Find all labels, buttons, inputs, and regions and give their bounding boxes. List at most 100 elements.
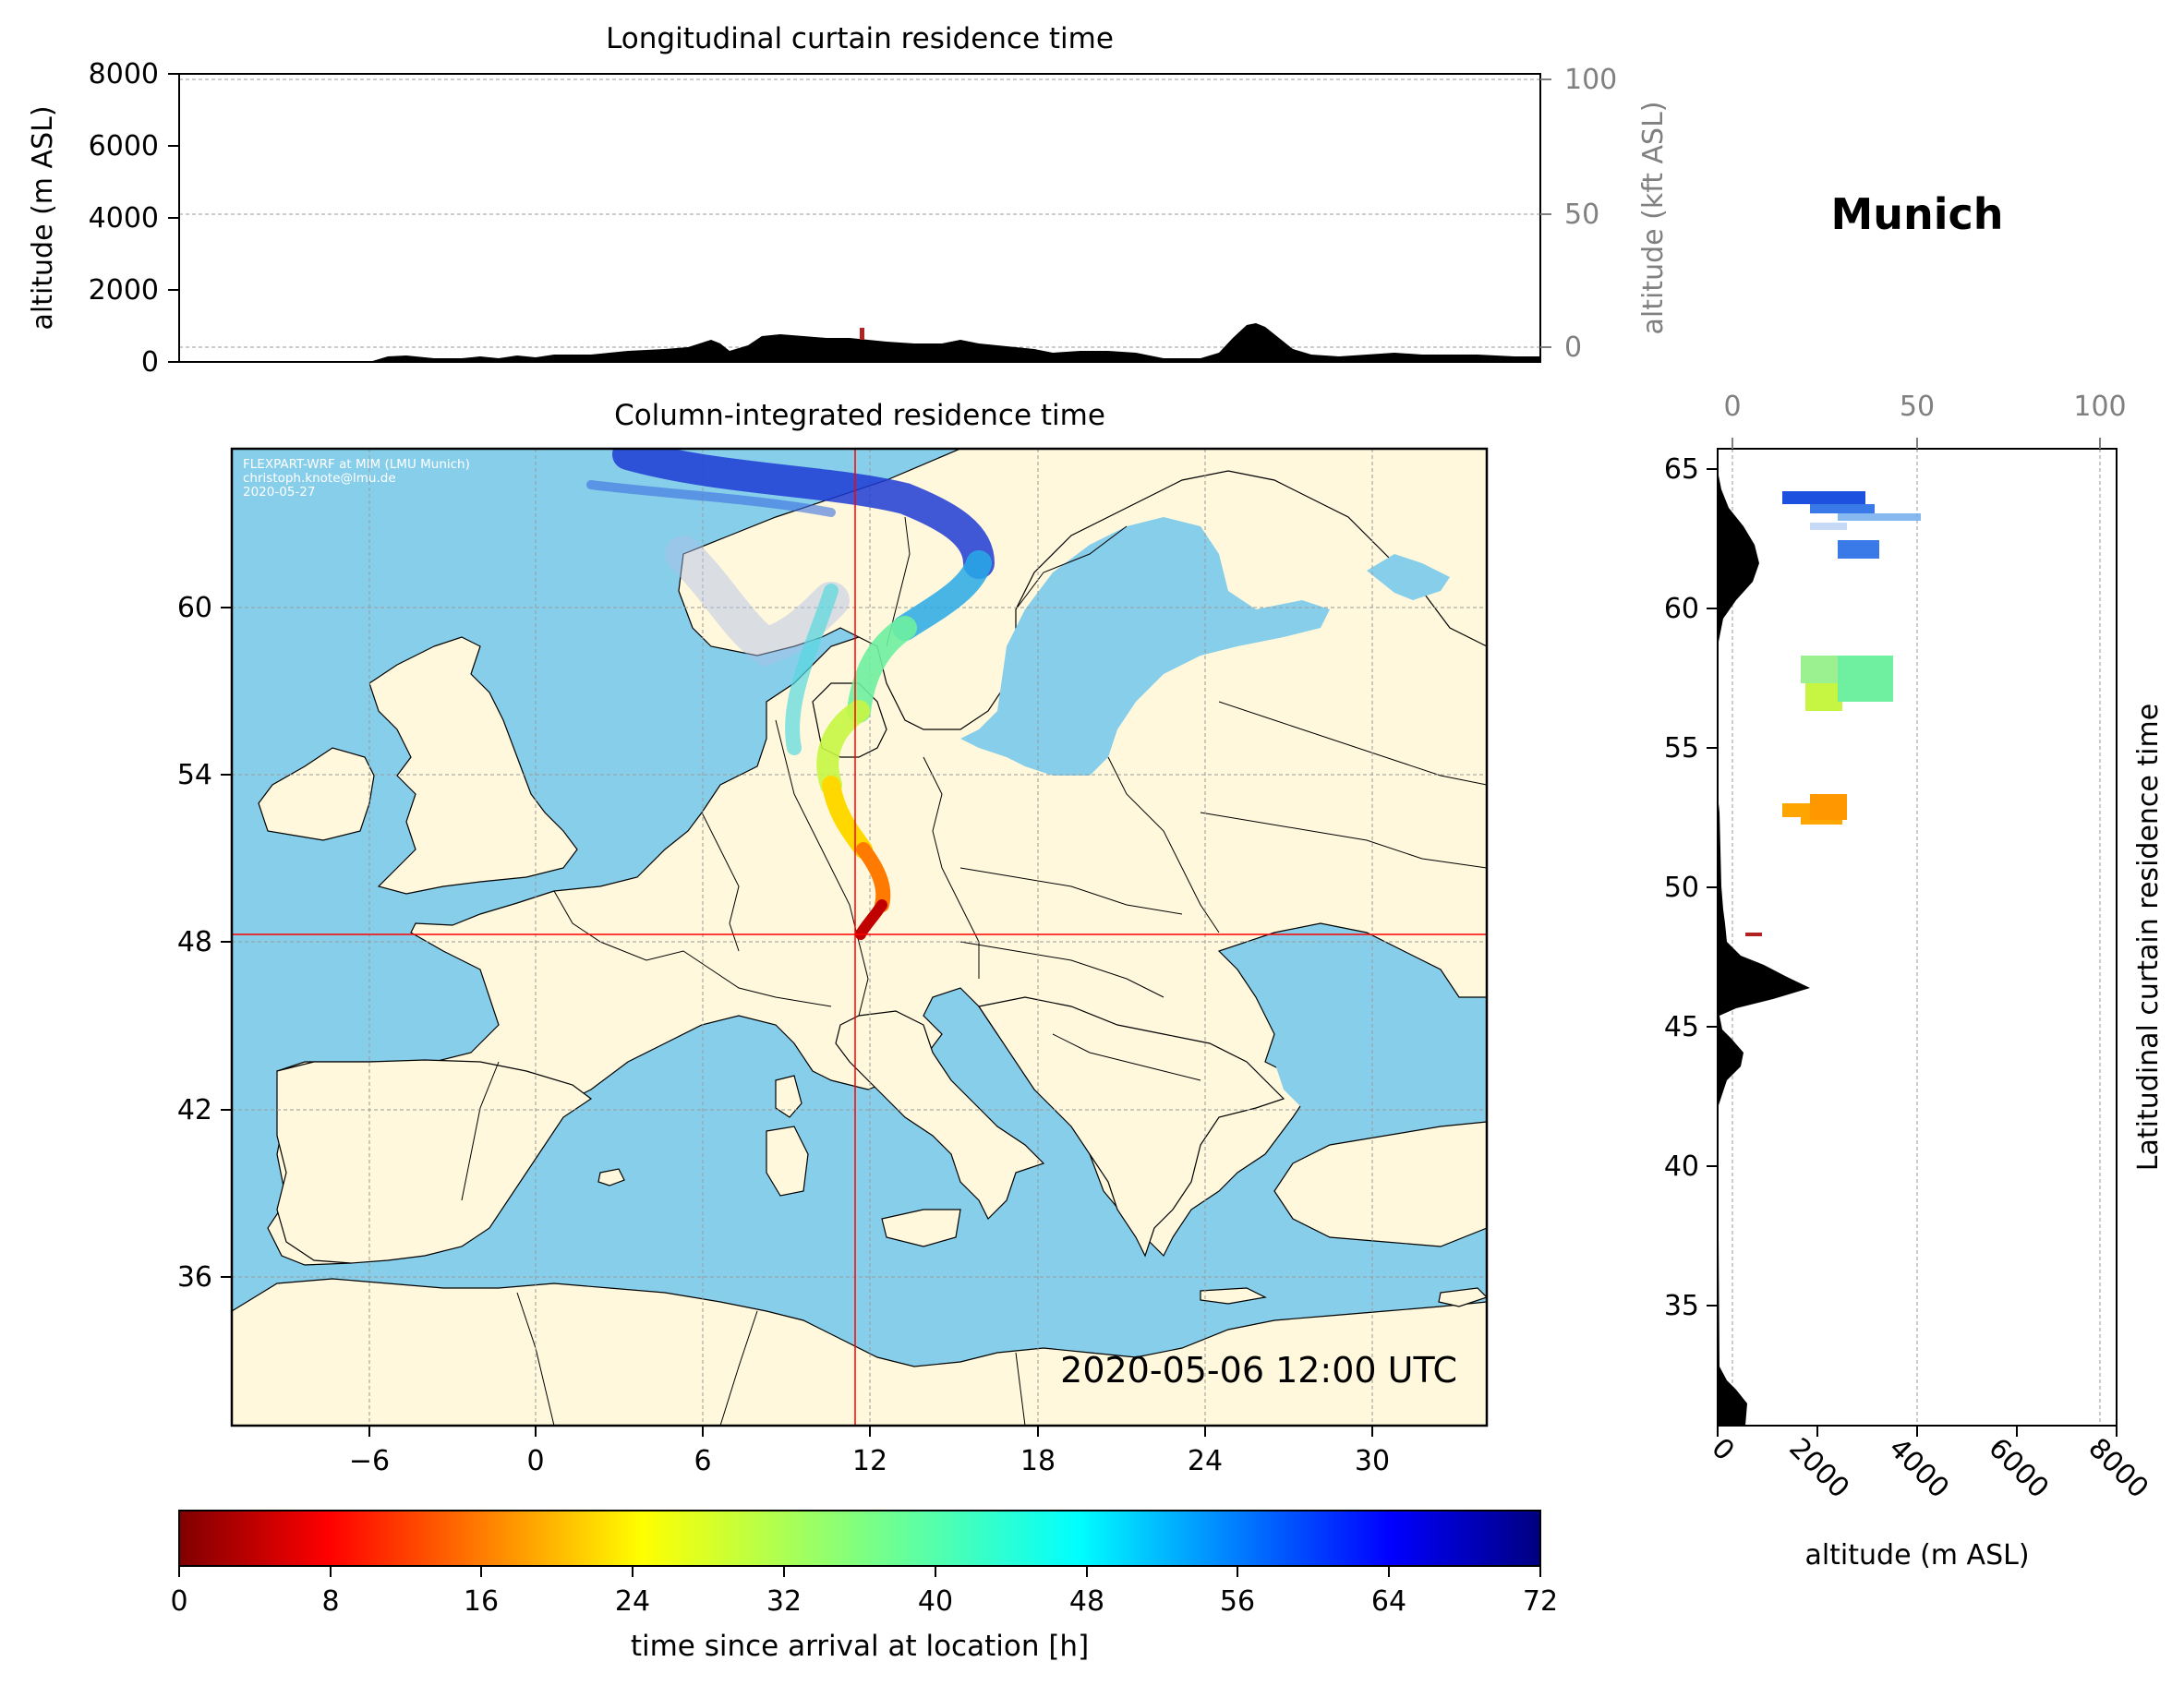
land-balearics — [597, 1168, 625, 1186]
map-ytick-label: 54 — [177, 759, 212, 791]
colorbar-label: time since arrival at location [h] — [631, 1630, 1089, 1663]
right-xtick-label: 8000 — [2081, 1432, 2154, 1505]
map-gridlines — [232, 449, 1487, 1426]
map-xtick-label: 0 — [526, 1445, 544, 1477]
curtain-patch-orange — [1810, 794, 1847, 820]
top-ytick-label: 4000 — [89, 202, 159, 235]
curtain-patch-green — [1838, 656, 1893, 702]
column-integrated-map-panel: Column-integrated residence time — [177, 399, 1489, 1477]
water-mediterranean — [406, 1145, 1487, 1330]
map-xtick-label: 18 — [1020, 1445, 1056, 1477]
land-italy — [835, 1010, 1045, 1221]
latitudinal-curtain-panel: 0 50 100 0 2000 4000 6000 8000 altitude … — [1664, 391, 2165, 1572]
land-cyprus — [1438, 1287, 1487, 1307]
top-panel-title: Longitudinal curtain residence time — [606, 22, 1114, 55]
border-line — [1015, 1352, 1026, 1426]
curtain-patch-blue — [1838, 513, 1921, 521]
map-xtick-label: 6 — [694, 1445, 711, 1477]
border-line — [701, 812, 740, 952]
top-ytick-label: 6000 — [89, 130, 159, 163]
border-line — [553, 890, 832, 1007]
plume-segment-red — [855, 899, 887, 940]
map-xtick-label: −6 — [349, 1445, 390, 1477]
land-turkey — [1273, 1121, 1487, 1247]
colorbar: 0 8 16 24 32 40 48 56 64 72 time since a… — [170, 1510, 1558, 1663]
land-great-britain — [368, 636, 578, 895]
border-line — [1200, 812, 1487, 869]
map-yaxis: 36 42 48 54 60 — [177, 592, 232, 1294]
map-frame — [230, 447, 1489, 1427]
border-line — [1052, 1033, 1201, 1081]
top-left-yaxis: 0 2000 4000 6000 8000 altitude (m ASL) — [27, 58, 179, 379]
right-ytick-label: 55 — [1664, 732, 1699, 765]
right-xlabel: altitude (m ASL) — [1804, 1539, 2029, 1572]
curtain-patch-blue — [1782, 491, 1865, 504]
plume-segment-diffuse — [665, 536, 850, 668]
plume-segment-cyan-left — [785, 584, 839, 755]
right-top-xtick-label: 0 — [1723, 391, 1741, 423]
border-line — [775, 719, 869, 1017]
map-xtick-label: 30 — [1355, 1445, 1390, 1477]
land-sardinia — [766, 1126, 809, 1197]
map-xaxis: −6 0 6 12 18 24 30 — [349, 1426, 1390, 1477]
credits-watermark: FLEXPART-WRF at MIM (LMU Munich) christo… — [243, 458, 538, 500]
right-xtick-label: 2000 — [1782, 1432, 1855, 1505]
right-xtick-label: 6000 — [1982, 1432, 2055, 1505]
map-ytick-label: 42 — [177, 1094, 212, 1126]
border-line — [959, 941, 1164, 998]
top-right-ytick-label: 0 — [1564, 331, 1582, 364]
top-panel-gridlines — [179, 78, 1540, 348]
land-sicily — [881, 1209, 961, 1247]
plume-segment-old — [612, 449, 995, 579]
longitudinal-curtain-panel: Longitudinal curtain residence time 0 20… — [27, 22, 1670, 379]
map-ytick-label: 48 — [177, 926, 212, 958]
land-iberia — [276, 1059, 593, 1264]
top-right-ytick-label: 50 — [1564, 199, 1599, 231]
colorbar-tick-label: 32 — [766, 1585, 802, 1618]
colorbar-tick-label: 72 — [1523, 1585, 1558, 1618]
colorbar-tick-label: 40 — [918, 1585, 953, 1618]
map-ytick-label: 60 — [177, 592, 212, 624]
right-xtick-label: 4000 — [1882, 1432, 1955, 1505]
right-panel-gridlines — [1732, 449, 2101, 1426]
right-top-xtick-label: 100 — [2073, 391, 2126, 423]
colorbar-ticks: 0 8 16 24 32 40 48 56 64 72 — [170, 1566, 1558, 1618]
top-right-ylabel: altitude (kft ASL) — [1637, 101, 1670, 334]
curtain-patch-blue — [1810, 504, 1875, 513]
right-curtain-patches — [1745, 491, 1921, 936]
right-ylabel: Latitudinal curtain residence time — [2132, 704, 2165, 1171]
land-crete — [1200, 1287, 1267, 1305]
top-ytick-label: 0 — [141, 346, 159, 379]
top-right-ytick-label: 100 — [1564, 64, 1617, 96]
colorbar-tick-label: 0 — [170, 1585, 187, 1618]
right-ytick-label: 50 — [1664, 872, 1699, 904]
water-baltic-sea — [960, 517, 1330, 776]
border-line — [719, 1310, 758, 1426]
top-ylabel: altitude (m ASL) — [27, 105, 59, 330]
colorbar-gradient — [178, 1510, 1541, 1567]
curtain-patch-red — [1745, 933, 1762, 936]
timestamp-label: 2020-05-06 12:00 UTC — [1060, 1350, 1457, 1391]
right-bottom-xaxis: 0 2000 4000 6000 8000 altitude (m ASL) — [1705, 1426, 2154, 1572]
location-title: Munich — [1830, 189, 2003, 239]
colorbar-tick-label: 16 — [464, 1585, 499, 1618]
map-xtick-label: 12 — [852, 1445, 887, 1477]
colorbar-tick-label: 8 — [321, 1585, 339, 1618]
credits-line-date: 2020-05-27 — [243, 485, 316, 500]
right-ytick-label: 35 — [1664, 1290, 1699, 1322]
right-xtick-label: 0 — [1705, 1432, 1740, 1467]
curtain-patch-blue — [1838, 540, 1879, 559]
curtain-patch-green — [1801, 656, 1838, 683]
right-ytick-label: 45 — [1664, 1011, 1699, 1043]
right-top-xtick-label: 50 — [1900, 391, 1935, 423]
plume-segment-old-branch — [586, 480, 836, 517]
curtain-patch-blue-faint — [1810, 523, 1847, 530]
top-terrain-profile — [179, 323, 1540, 362]
colorbar-tick-label: 48 — [1069, 1585, 1104, 1618]
curtain-patch-green — [1805, 683, 1842, 711]
top-ytick-label: 2000 — [89, 274, 159, 307]
right-yaxis: 35 40 45 50 55 60 65 Latitudinal curtain… — [1664, 453, 2165, 1322]
map-xtick-label: 24 — [1188, 1445, 1223, 1477]
border-line — [1218, 701, 1487, 786]
